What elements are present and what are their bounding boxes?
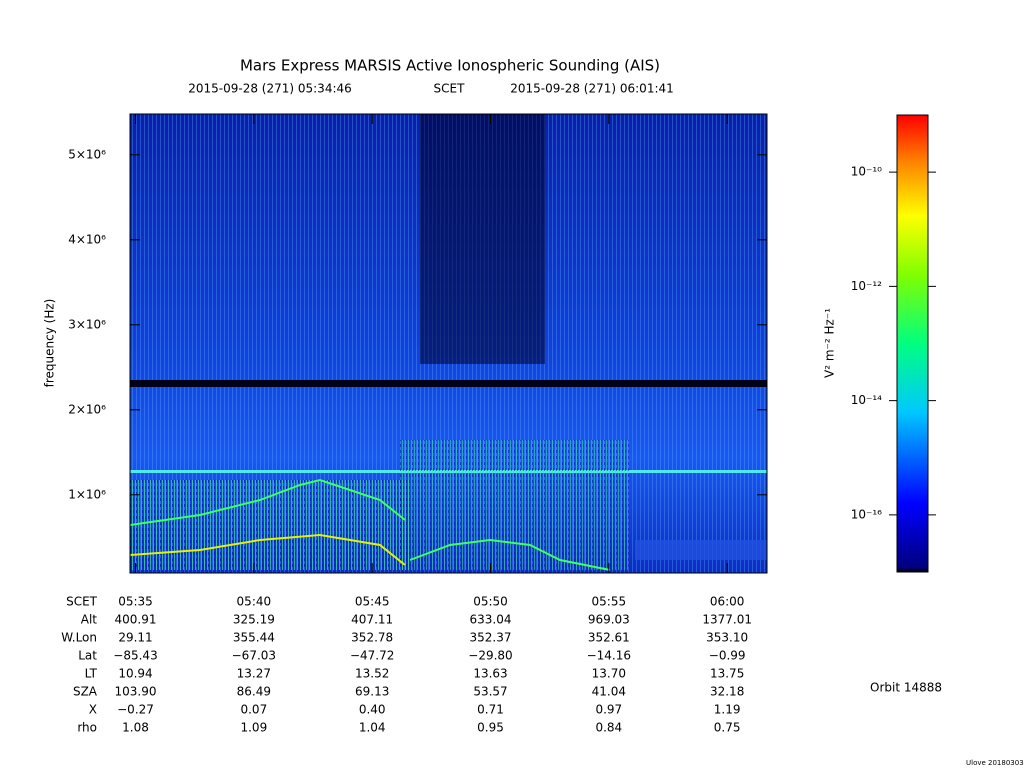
ephemeris-value: −0.99 xyxy=(709,649,746,663)
ephemeris-value: 86.49 xyxy=(237,685,271,699)
y-tick-label: 3×10⁶ xyxy=(68,317,106,331)
ephemeris-value: 69.13 xyxy=(355,685,389,699)
ephemeris-value: 1.09 xyxy=(240,721,267,735)
ephemeris-value: 325.19 xyxy=(233,613,275,627)
ephemeris-value: 0.75 xyxy=(714,721,741,735)
ephemeris-value: −29.80 xyxy=(468,649,512,663)
ephemeris-value: 13.63 xyxy=(473,667,507,681)
ephemeris-value: 13.52 xyxy=(355,667,389,681)
colorbar-tick-label: 10⁻¹⁶ xyxy=(851,507,882,521)
ephemeris-value: 10.94 xyxy=(118,667,152,681)
ephemeris-row-label: SCET xyxy=(66,595,98,609)
ephemeris-value: 633.04 xyxy=(470,613,512,627)
ephemeris-value: 0.95 xyxy=(477,721,504,735)
y-tick-label: 4×10⁶ xyxy=(68,232,106,246)
ephemeris-value: 1377.01 xyxy=(702,613,752,627)
ephemeris-value: 1.04 xyxy=(359,721,386,735)
ephemeris-value: 400.91 xyxy=(115,613,157,627)
credit: Ulove 20180303 xyxy=(966,759,1024,767)
ephemeris-value: −67.03 xyxy=(232,649,276,663)
colorbar-label: V² m⁻² Hz⁻¹ xyxy=(823,308,837,378)
ephemeris-row-label: Lat xyxy=(78,649,97,663)
ephemeris-value: −14.16 xyxy=(587,649,631,663)
y-tick-label: 5×10⁶ xyxy=(68,147,106,161)
ephemeris-value: 352.37 xyxy=(470,631,512,645)
ephemeris-value: −0.27 xyxy=(117,703,154,717)
colorbar-tick-label: 10⁻¹² xyxy=(851,279,882,293)
spectrogram-image xyxy=(129,114,767,573)
y-axis-label: frequency (Hz) xyxy=(43,299,57,388)
start-time: 2015-09-28 (271) 05:34:46 xyxy=(188,82,352,96)
colorbar-tick-label: 10⁻¹⁰ xyxy=(851,165,882,179)
ephemeris-value: 969.03 xyxy=(588,613,630,627)
ephemeris-value: 0.71 xyxy=(477,703,504,717)
ephemeris-value: 1.19 xyxy=(714,703,741,717)
ephemeris-value: 0.07 xyxy=(240,703,267,717)
ephemeris-row-label: X xyxy=(89,703,97,717)
ephemeris-row-label: rho xyxy=(77,721,97,735)
ephemeris-value: −47.72 xyxy=(350,649,394,663)
x-tick-label: 05:50 xyxy=(473,595,508,609)
ephemeris-value: 13.27 xyxy=(237,667,271,681)
y-tick-label: 2×10⁶ xyxy=(68,402,106,416)
y-tick-label: 1×10⁶ xyxy=(68,487,106,501)
ephemeris-value: 1.08 xyxy=(122,721,149,735)
x-tick-label: 06:00 xyxy=(710,595,745,609)
end-time: 2015-09-28 (271) 06:01:41 xyxy=(510,82,674,96)
ephemeris-value: 352.78 xyxy=(351,631,393,645)
ephemeris-row-label: SZA xyxy=(73,685,98,699)
ephemeris-value: 407.11 xyxy=(351,613,393,627)
ephemeris-value: 352.61 xyxy=(588,631,630,645)
orbit: Orbit 14888 xyxy=(870,681,942,695)
chart-title: Mars Express MARSIS Active Ionospheric S… xyxy=(240,57,660,75)
ephemeris-value: 0.40 xyxy=(359,703,386,717)
x-tick-label: 05:40 xyxy=(237,595,272,609)
ephemeris-value: 53.57 xyxy=(473,685,507,699)
ephemeris-value: 0.97 xyxy=(595,703,622,717)
ephemeris-value: 13.75 xyxy=(710,667,744,681)
ephemeris-value: 355.44 xyxy=(233,631,275,645)
ephemeris-value: 13.70 xyxy=(592,667,626,681)
x-tick-label: 05:35 xyxy=(118,595,153,609)
x-tick-label: 05:45 xyxy=(355,595,390,609)
ephemeris-value: 41.04 xyxy=(592,685,626,699)
time-label: SCET xyxy=(434,82,466,96)
ephemeris-row-label: Alt xyxy=(81,613,98,627)
ephemeris-value: 29.11 xyxy=(118,631,152,645)
ephemeris-value: −85.43 xyxy=(113,649,157,663)
ephemeris-row-label: LT xyxy=(85,667,98,681)
ephemeris-value: 353.10 xyxy=(706,631,748,645)
ephemeris-value: 103.90 xyxy=(115,685,157,699)
ephemeris-value: 32.18 xyxy=(710,685,744,699)
x-tick-label: 05:55 xyxy=(592,595,627,609)
plot-frame xyxy=(129,113,768,574)
ephemeris-row-label: W.Lon xyxy=(61,631,97,645)
ephemeris-value: 0.84 xyxy=(595,721,622,735)
colorbar xyxy=(896,114,929,573)
colorbar-tick-label: 10⁻¹⁴ xyxy=(851,393,882,407)
